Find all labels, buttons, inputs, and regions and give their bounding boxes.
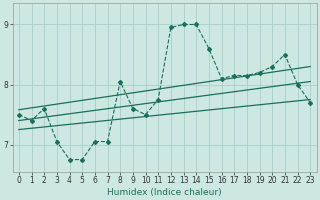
X-axis label: Humidex (Indice chaleur): Humidex (Indice chaleur) <box>107 188 222 197</box>
